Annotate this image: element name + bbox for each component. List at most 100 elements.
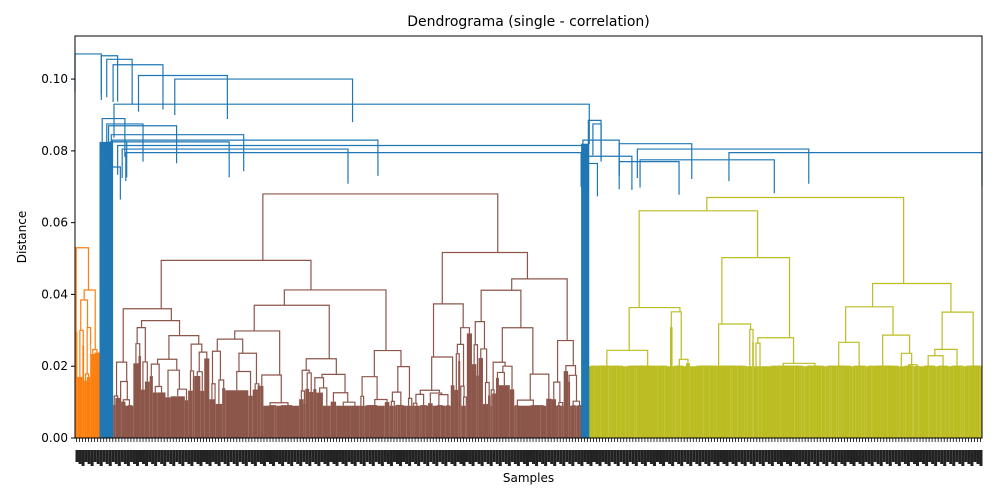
dendrogram-link	[706, 196, 905, 284]
x-tick-label-glyph	[166, 450, 170, 462]
x-tick-label-glyph	[462, 450, 466, 466]
x-tick-label-glyph	[873, 450, 877, 462]
x-tick-label-glyph	[135, 450, 139, 466]
dendrogram-link	[112, 64, 164, 110]
dendrogram-leaf-block	[940, 366, 942, 438]
x-tick-label-glyph	[253, 450, 257, 466]
dendrogram-leaf-block	[574, 405, 577, 438]
x-tick-label-glyph	[767, 450, 771, 464]
x-tick-label-glyph	[305, 450, 309, 464]
x-tick-label-glyph	[365, 450, 369, 462]
dendrogram-leaf-block	[222, 388, 226, 438]
x-tick-label-glyph	[314, 450, 318, 464]
x-tick-label-glyph	[99, 450, 103, 466]
dendrogram-link	[618, 161, 680, 195]
x-tick-label-glyph	[190, 450, 194, 466]
x-tick-label-glyph	[701, 450, 705, 462]
dendrogram-link	[460, 385, 465, 398]
dendrogram-link	[757, 337, 795, 364]
x-tick-label-glyph	[967, 450, 971, 464]
dendrogram-leaf-block	[133, 363, 139, 438]
x-tick-label-glyph	[855, 450, 859, 462]
dendrogram-leaf-block	[184, 400, 189, 438]
dendrogram-link	[300, 390, 306, 404]
dendrogram-leaf-block	[829, 366, 832, 438]
dendrogram-leaf-block	[305, 388, 310, 438]
x-tick-label-glyph	[532, 450, 536, 464]
dendrogram-link	[407, 397, 413, 406]
x-tick-label-glyph	[175, 450, 179, 462]
dendrogram-leaf-block	[636, 366, 658, 438]
dendrogram-link	[121, 148, 349, 184]
dendrogram-link	[321, 373, 346, 393]
x-tick-label-glyph	[208, 450, 212, 466]
dendrogram-leaf-block	[194, 375, 201, 438]
dendrogram-link	[441, 251, 529, 304]
x-tick-label-glyph	[903, 450, 907, 464]
x-tick-label-glyph	[897, 450, 901, 466]
x-tick-label-glyph	[525, 450, 529, 466]
dendrogram-link	[113, 103, 590, 145]
dendrogram-link	[572, 400, 581, 406]
x-tick-label-glyph	[108, 450, 112, 466]
dendrogram-leaf-block	[716, 366, 721, 438]
dendrogram-leaf-block	[747, 366, 753, 438]
dendrogram-link	[390, 400, 395, 406]
x-tick-label-glyph	[912, 450, 916, 464]
x-tick-label-glyph	[510, 450, 514, 462]
x-tick-label-glyph	[308, 450, 312, 466]
dendrogram-leaf-block	[732, 366, 738, 438]
dendrogram-link	[122, 308, 172, 363]
x-tick-label-glyph	[356, 450, 360, 462]
dendrogram-link	[168, 335, 200, 360]
x-tick-label-glyph	[973, 450, 977, 462]
x-tick-label-glyph	[259, 450, 263, 464]
dendrogram-leaf-block	[125, 405, 131, 438]
dendrogram-leaf-block	[576, 405, 580, 438]
dendrogram-leaf-block	[941, 366, 946, 438]
dendrogram-link	[211, 350, 222, 384]
dendrogram-link	[253, 304, 330, 359]
dendrogram-leaf-block	[570, 405, 575, 438]
x-tick-label-glyph	[583, 450, 587, 462]
dendrogram-leaf-block	[563, 371, 569, 438]
dendrogram-leaf-block	[962, 366, 965, 438]
x-tick-label-glyph	[785, 450, 789, 464]
x-tick-label-glyph	[414, 450, 418, 464]
dendrogram-link	[587, 162, 599, 197]
x-tick-label-glyph	[275, 450, 279, 462]
dendrogram-link	[167, 369, 180, 398]
x-tick-label-glyph	[181, 450, 185, 466]
x-tick-label-glyph	[529, 450, 533, 462]
x-tick-label-glyph	[879, 450, 883, 466]
dendrogram-link	[86, 326, 92, 374]
x-tick-label-glyph	[374, 450, 378, 462]
x-tick-label-glyph	[395, 450, 399, 464]
x-tick-label-glyph	[934, 450, 938, 466]
x-tick-label-glyph	[359, 450, 363, 464]
x-tick-label-glyph	[779, 450, 783, 466]
x-tick-label-glyph	[468, 450, 472, 464]
x-tick-label-glyph	[284, 450, 288, 462]
dendrogram-link	[261, 374, 282, 403]
x-tick-label-glyph	[616, 450, 620, 466]
x-tick-label-glyph	[142, 450, 146, 464]
x-tick-label-glyph	[937, 450, 941, 462]
dendrogram-link	[236, 370, 252, 396]
x-tick-label-glyph	[571, 450, 575, 466]
x-tick-label-glyph	[707, 450, 711, 466]
dendrogram-link	[140, 320, 181, 336]
x-tick-label-glyph	[804, 450, 808, 464]
dendrogram-link	[678, 358, 689, 367]
dendrogram-leaf-block	[495, 377, 499, 438]
x-tick-label-glyph	[117, 450, 121, 466]
dendrogram-leaf-block	[121, 401, 126, 438]
dendrogram-link	[419, 389, 440, 395]
dendrogram-link	[109, 141, 128, 178]
dendrogram-link	[900, 352, 913, 367]
x-tick-label-glyph	[492, 450, 496, 462]
dendrogram-leaf-block	[412, 405, 415, 438]
dendrogram-link	[120, 380, 128, 400]
x-tick-label-glyph	[81, 450, 85, 466]
